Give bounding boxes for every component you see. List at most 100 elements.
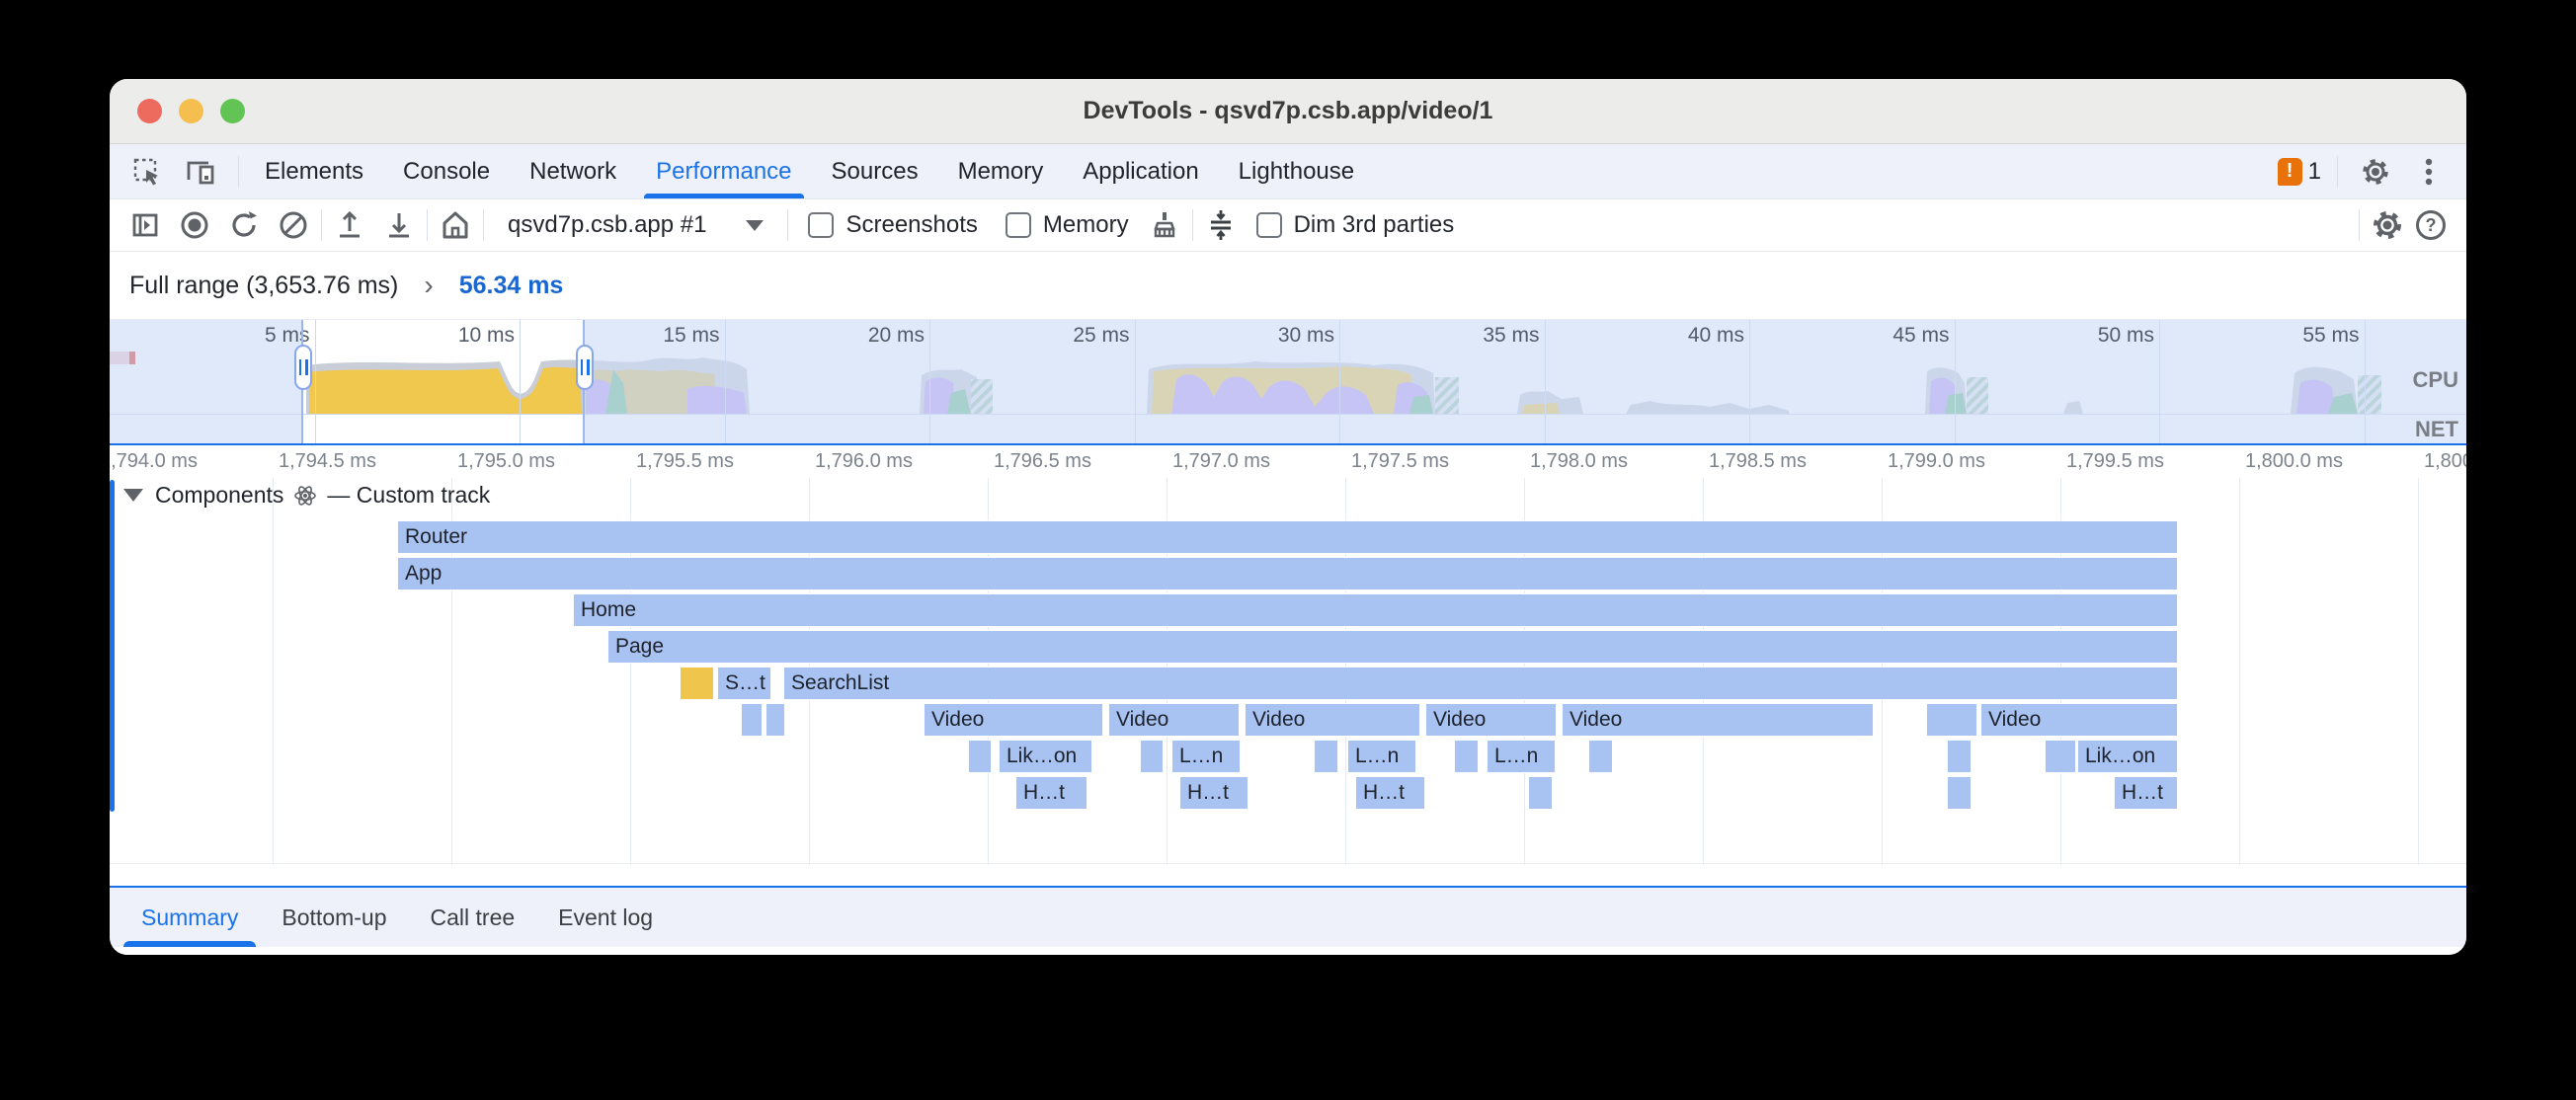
flame-gridline (273, 478, 274, 865)
toggle-panel-icon[interactable] (123, 203, 167, 247)
flame-bar[interactable] (1314, 740, 1338, 773)
toggle-device-toolbar-icon[interactable] (179, 150, 222, 194)
checkbox-icon (1255, 212, 1282, 238)
bottom-tab-call-tree[interactable]: Call tree (430, 904, 516, 930)
ruler-label: 1,799.0 ms (1888, 450, 1985, 472)
flame-gridline (630, 478, 631, 865)
inspect-element-icon[interactable] (125, 150, 169, 194)
collapse-tracks-icon[interactable] (1199, 203, 1243, 247)
close-window-button[interactable] (137, 99, 162, 123)
tab-memory[interactable]: Memory (957, 157, 1044, 185)
flame-bar-likon[interactable]: Lik…on (2077, 740, 2178, 773)
timeline-overview[interactable]: 5 ms 10 ms 15 ms 20 ms 25 ms 30 ms 35 ms 40 ms 4… (110, 319, 2466, 445)
flame-bar-video[interactable]: Video (1980, 703, 2178, 737)
collect-garbage-icon[interactable] (1143, 203, 1186, 247)
flame-bar-video[interactable]: Video (1562, 703, 1874, 737)
flame-bar-likon[interactable]: Lik…on (999, 740, 1092, 773)
flame-bar-ht[interactable]: H…t (1179, 776, 1248, 810)
flame-bar-router[interactable]: Router (397, 520, 2178, 554)
tab-performance[interactable]: Performance (636, 144, 811, 198)
flame-gridline (2418, 478, 2419, 865)
overview-time-label: 55 ms (2302, 324, 2360, 347)
flame-bar[interactable] (1947, 776, 1972, 810)
error-icon: ! (2277, 157, 2302, 186)
ruler-label: 1,796.5 ms (994, 450, 1091, 472)
overview-bottom-border (110, 443, 2466, 445)
flame-chart[interactable]: Components — Custom track Router App Home P… (110, 478, 2466, 886)
settings-gear-icon[interactable] (2354, 150, 2397, 194)
tab-network[interactable]: Network (529, 157, 617, 185)
window-title: DevTools - qsvd7p.csb.app/video/1 (1083, 97, 1493, 124)
flame-bar-ln[interactable]: L…n (1171, 740, 1241, 773)
flame-bar-ln[interactable]: L…n (1487, 740, 1556, 773)
target-selector-dropdown[interactable]: qsvd7p.csb.app #1 (490, 211, 781, 239)
load-profile-icon[interactable] (328, 203, 371, 247)
flame-bar-video[interactable]: Video (1245, 703, 1420, 737)
more-options-kebab-icon[interactable] (2407, 150, 2451, 194)
flame-bar-ht[interactable]: H…t (1015, 776, 1087, 810)
bottom-tab-event-log[interactable]: Event log (558, 904, 654, 930)
flame-bar-st[interactable]: S…t (717, 667, 771, 700)
flame-bar[interactable] (1588, 740, 1613, 773)
ruler-label: 1,800 (2424, 450, 2466, 472)
left-zoom-handle[interactable] (294, 345, 312, 390)
panel-tabs: Elements Console Network Performance Sources… (245, 144, 1374, 198)
flame-bar[interactable] (1947, 740, 1972, 773)
screenshots-label: Screenshots (845, 211, 978, 238)
tab-console[interactable]: Console (403, 157, 491, 185)
full-range-crumb[interactable]: Full range (3,653.76 ms) (129, 271, 399, 299)
overview-time-label: 10 ms (457, 324, 515, 347)
flame-bar-ln[interactable]: L…n (1347, 740, 1416, 773)
tab-sources[interactable]: Sources (831, 157, 919, 185)
flame-bar-video[interactable]: Video (924, 703, 1103, 737)
flame-bar-searchlist[interactable]: SearchList (783, 667, 2178, 700)
flame-bar-app[interactable]: App (397, 557, 2178, 590)
ruler-label: 1,794.0 ms (110, 450, 198, 472)
flame-bar[interactable] (2045, 740, 2076, 773)
flame-bar-ht[interactable]: H…t (2114, 776, 2178, 810)
target-label: qsvd7p.csb.app #1 (508, 211, 707, 238)
tab-application[interactable]: Application (1083, 157, 1199, 185)
capture-settings-gear-icon[interactable] (2366, 203, 2409, 247)
flame-bar[interactable] (1140, 740, 1164, 773)
flame-bar[interactable] (765, 703, 785, 737)
overview-time-label: 50 ms (2097, 324, 2154, 347)
flame-bar[interactable] (1528, 776, 1553, 810)
flame-bar[interactable] (968, 740, 992, 773)
flame-bar-home[interactable]: Home (573, 593, 2178, 627)
zoom-window-button[interactable] (220, 99, 245, 123)
flame-bar-page[interactable]: Page (607, 630, 2178, 664)
flame-bar[interactable] (1926, 703, 1977, 737)
help-icon[interactable]: ? (2409, 203, 2453, 247)
right-zoom-handle[interactable] (576, 345, 594, 390)
record-icon[interactable] (173, 203, 216, 247)
chevron-down-icon (746, 219, 765, 231)
overview-time-label: 30 ms (1277, 324, 1334, 347)
screenshots-checkbox[interactable]: Screenshots (794, 211, 991, 239)
ruler-label: 1,797.0 ms (1172, 450, 1270, 472)
tab-elements[interactable]: Elements (265, 157, 364, 185)
flame-bar[interactable] (680, 667, 714, 700)
flame-bar[interactable] (741, 703, 763, 737)
bottom-tab-summary[interactable]: Summary (120, 888, 260, 947)
memory-checkbox[interactable]: Memory (992, 211, 1143, 239)
checkbox-icon (808, 212, 835, 238)
bottom-tab-bottom-up[interactable]: Bottom-up (282, 904, 387, 930)
flame-bar-ht[interactable]: H…t (1355, 776, 1425, 810)
dim-3rd-parties-checkbox[interactable]: Dim 3rd parties (1243, 211, 1469, 239)
clear-icon[interactable] (272, 203, 315, 247)
ruler-label: 1,795.0 ms (457, 450, 555, 472)
tab-lighthouse[interactable]: Lighthouse (1238, 157, 1355, 185)
home-icon[interactable] (434, 203, 477, 247)
flame-bar-video[interactable]: Video (1108, 703, 1240, 737)
record-and-reload-icon[interactable] (222, 203, 266, 247)
flame-bar[interactable] (1454, 740, 1479, 773)
flame-chart-scrollbar[interactable] (110, 480, 115, 812)
components-track-header[interactable]: Components — Custom track (123, 482, 490, 509)
error-badge[interactable]: ! 1 (2277, 157, 2321, 186)
minimize-window-button[interactable] (179, 99, 203, 123)
flame-bar-video[interactable]: Video (1425, 703, 1557, 737)
save-profile-icon[interactable] (377, 203, 421, 247)
memory-label: Memory (1042, 211, 1129, 238)
collapse-triangle-icon[interactable] (123, 489, 143, 502)
